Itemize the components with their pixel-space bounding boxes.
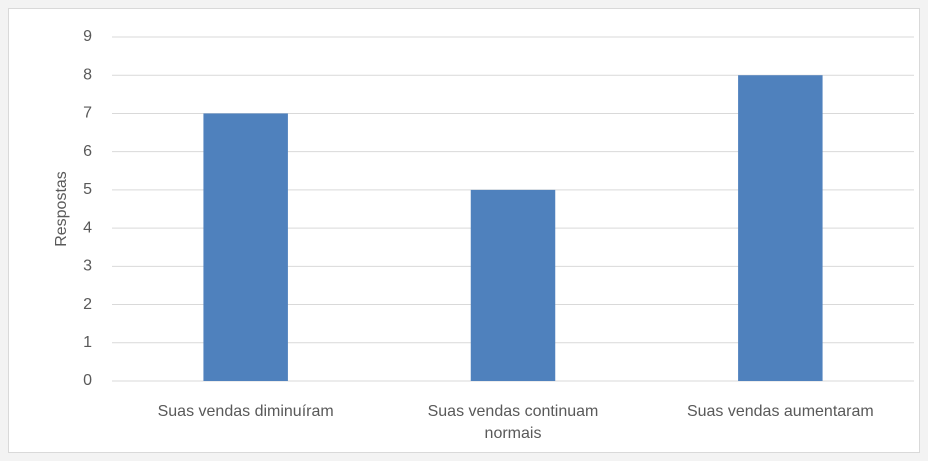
- bar: [738, 75, 823, 381]
- y-tick-label: 3: [83, 258, 92, 275]
- y-tick-label: 9: [83, 28, 92, 45]
- y-tick-label: 4: [83, 219, 92, 236]
- y-tick-label: 8: [83, 66, 92, 83]
- y-tick-label: 0: [83, 372, 92, 389]
- y-tick-label: 1: [83, 334, 92, 351]
- x-tick-label: Suas vendas continuam normais: [427, 403, 599, 442]
- y-tick-label: 5: [83, 181, 92, 198]
- y-tick-label: 2: [83, 296, 92, 313]
- bar: [470, 189, 556, 381]
- y-tick-label: 6: [83, 143, 92, 160]
- y-axis-label: Respostas: [53, 171, 70, 247]
- x-tick-label: Suas vendas aumentaram: [686, 403, 874, 420]
- y-tick-label: 7: [83, 105, 92, 122]
- bar: [203, 113, 288, 381]
- x-tick-label: Suas vendas diminuíram: [157, 403, 334, 420]
